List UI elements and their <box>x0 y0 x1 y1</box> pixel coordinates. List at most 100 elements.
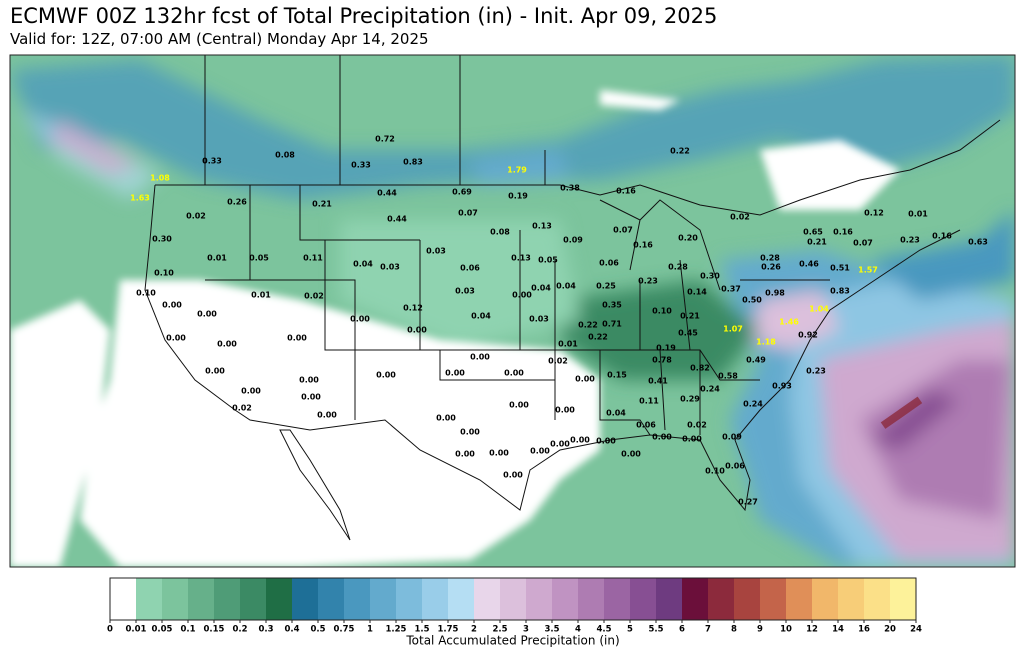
station-value: 0.23 <box>638 277 658 286</box>
station-value: 1.57 <box>858 266 878 275</box>
colorbar-tick-label: 1.5 <box>414 625 429 635</box>
station-value: 0.00 <box>376 371 396 380</box>
station-value: 0.00 <box>205 367 225 376</box>
map-border <box>9 54 1016 568</box>
station-value: 0.02 <box>232 404 252 413</box>
colorbar-swatch <box>786 578 813 620</box>
station-value: 0.16 <box>633 241 653 250</box>
station-value: 0.23 <box>806 367 826 376</box>
colorbar-swatch <box>500 578 527 620</box>
station-value: 0.00 <box>489 449 509 458</box>
colorbar-swatch <box>838 578 865 620</box>
station-value: 0.01 <box>558 340 578 349</box>
station-value: 0.83 <box>830 287 850 296</box>
station-value: 0.71 <box>602 320 622 329</box>
station-value: 0.02 <box>304 292 324 301</box>
station-value: 0.00 <box>299 376 319 385</box>
station-value: 0.04 <box>353 260 373 269</box>
station-value: 0.22 <box>578 321 598 330</box>
colorbar-tick-label: 14 <box>832 625 844 635</box>
station-value: 0.28 <box>668 263 688 272</box>
station-value: 0.11 <box>303 254 323 263</box>
station-value: 0.00 <box>162 301 182 310</box>
station-value: 0.06 <box>599 259 619 268</box>
colorbar-tick-label: 0.2 <box>232 625 247 635</box>
station-value: 0.03 <box>426 247 446 256</box>
station-value: 0.29 <box>680 395 700 404</box>
station-value: 0.46 <box>799 260 819 269</box>
station-value: 0.01 <box>207 254 227 263</box>
colorbar-swatch <box>162 578 189 620</box>
station-value: 0.00 <box>217 340 237 349</box>
colorbar-tick-label: 4 <box>575 625 581 635</box>
precip-field <box>10 55 1015 567</box>
station-value: 0.01 <box>908 210 928 219</box>
map-title: ECMWF 00Z 132hr fcst of Total Precipitat… <box>10 4 718 28</box>
station-value: 0.04 <box>556 282 576 291</box>
station-value: 0.00 <box>550 440 570 449</box>
station-value: 0.21 <box>807 238 827 247</box>
station-value: 0.10 <box>652 307 672 316</box>
station-value: 0.30 <box>700 272 720 281</box>
colorbar-swatch <box>474 578 501 620</box>
station-value: 0.03 <box>455 287 475 296</box>
station-value: 0.00 <box>301 393 321 402</box>
station-value: 0.35 <box>602 301 622 310</box>
station-value: 0.83 <box>403 158 423 167</box>
station-value: 0.00 <box>504 369 524 378</box>
station-value: 0.41 <box>648 377 668 386</box>
station-value: 0.07 <box>853 239 873 248</box>
station-value: 0.30 <box>152 235 172 244</box>
colorbar-tick-label: 1.75 <box>438 625 459 635</box>
colorbar-border <box>109 577 917 621</box>
station-value: 0.23 <box>900 236 920 245</box>
station-value: 0.14 <box>687 288 707 297</box>
station-value: 0.24 <box>743 400 763 409</box>
station-value: 0.00 <box>460 428 480 437</box>
colorbar-swatch <box>240 578 267 620</box>
colorbar-tick-label: 20 <box>884 625 896 635</box>
station-value: 0.00 <box>470 353 490 362</box>
station-value: 0.20 <box>678 234 698 243</box>
station-value: 0.05 <box>249 254 269 263</box>
colorbar-swatch <box>864 578 891 620</box>
station-value: 0.03 <box>529 315 549 324</box>
station-value: 0.08 <box>275 151 295 160</box>
station-value: 0.10 <box>154 269 174 278</box>
station-value: 0.72 <box>375 135 395 144</box>
colorbar-label: Total Accumulated Precipitation (in) <box>405 634 619 648</box>
colorbar-tick-label: 1 <box>367 625 373 635</box>
station-value: 0.00 <box>652 433 672 442</box>
station-value: 0.07 <box>458 209 478 218</box>
station-value: 0.78 <box>652 356 672 365</box>
station-value: 0.00 <box>166 334 186 343</box>
station-value: 0.00 <box>197 310 217 319</box>
station-value: 0.04 <box>471 312 491 321</box>
station-value: 0.16 <box>833 228 853 237</box>
station-value: 0.00 <box>317 411 337 420</box>
colorbar-tick-label: 2 <box>471 625 477 635</box>
colorbar-swatch <box>604 578 631 620</box>
station-value: 0.00 <box>530 447 550 456</box>
station-value: 0.04 <box>531 284 551 293</box>
colorbar-swatch <box>578 578 605 620</box>
station-value: 0.10 <box>705 467 725 476</box>
station-value: 0.26 <box>761 263 781 272</box>
colorbar-swatch <box>422 578 449 620</box>
colorbar-swatch <box>682 578 709 620</box>
station-value: 0.06 <box>636 421 656 430</box>
station-value: 0.08 <box>490 228 510 237</box>
station-value: 0.06 <box>460 264 480 273</box>
station-value: 0.00 <box>575 375 595 384</box>
station-value: 0.00 <box>445 369 465 378</box>
colorbar-tick-label: 7 <box>705 625 711 635</box>
station-value: 0.45 <box>678 329 698 338</box>
station-value: 0.93 <box>772 382 792 391</box>
colorbar-tick-label: 0.5 <box>310 625 325 635</box>
colorbar-swatch <box>110 578 137 620</box>
station-value: 1.04 <box>809 305 829 314</box>
colorbar-swatch <box>396 578 423 620</box>
colorbar-tick-label: 0.01 <box>126 625 147 635</box>
station-value: 0.63 <box>968 238 988 247</box>
